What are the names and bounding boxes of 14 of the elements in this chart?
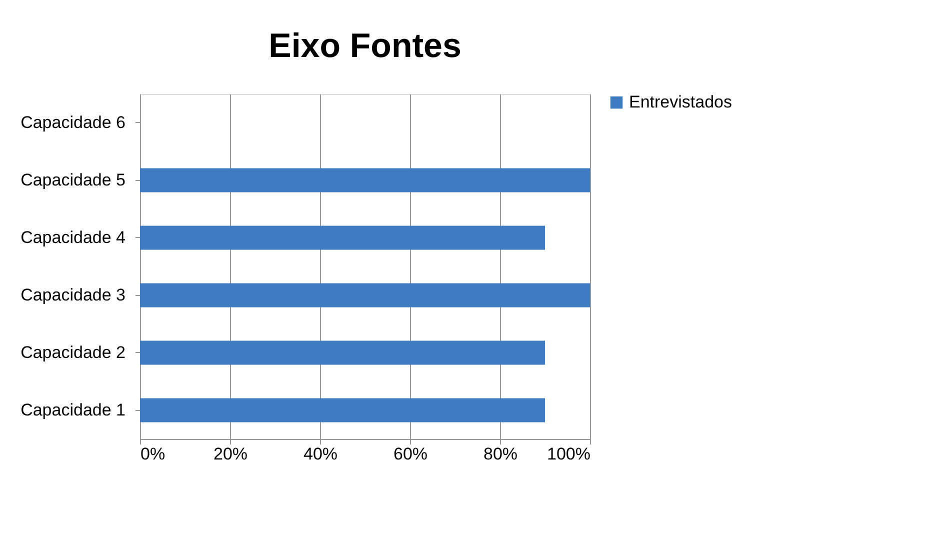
y-tick-label: Capacidade 4 (20, 228, 126, 247)
x-tick-label: 40% (303, 444, 338, 464)
y-tick-label: Capacidade 6 (20, 112, 126, 132)
legend-label: Entrevistados (629, 92, 732, 112)
y-tick-label: Capacidade 3 (20, 285, 126, 304)
y-tick-label: Capacidade 5 (20, 170, 126, 190)
x-tick-label: 80% (483, 444, 518, 464)
y-tick-label: Capacidade 1 (20, 400, 126, 420)
x-tick-label: 0% (140, 444, 166, 464)
chart-title: Eixo Fontes (268, 27, 462, 65)
x-tick-label: 60% (393, 444, 428, 464)
y-tick-label: Capacidade 2 (20, 342, 126, 362)
x-tick-label: 100% (547, 444, 590, 464)
x-tick-label: 20% (213, 444, 248, 464)
